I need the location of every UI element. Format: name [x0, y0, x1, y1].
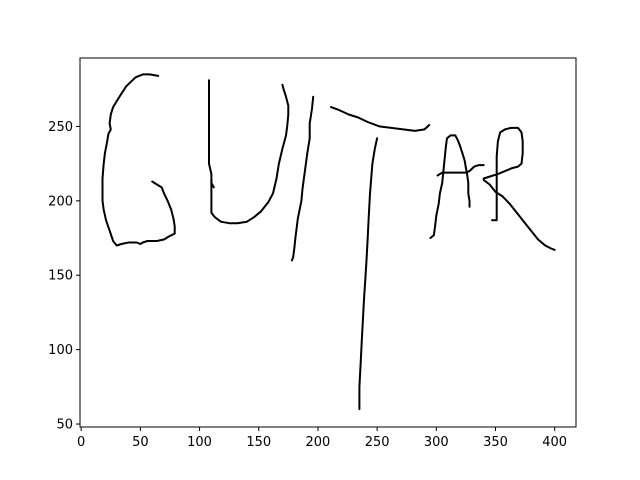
- plot-area: [80, 58, 576, 427]
- y-tick-label: 100: [48, 343, 73, 358]
- x-tick-label: 400: [542, 435, 567, 450]
- x-tick-label: 250: [365, 435, 390, 450]
- x-tick-label: 200: [306, 435, 331, 450]
- tick-layer: 0 50 100 150 200 250 300 350 400 50 100 150 200 250: [48, 120, 567, 450]
- x-tick-label: 0: [77, 435, 85, 450]
- stroke-line-5: [330, 106, 431, 132]
- stroke-line-6: [358, 137, 379, 411]
- x-tick-label: 50: [132, 435, 149, 450]
- y-tick-label: 250: [48, 120, 73, 135]
- stroke-line-9: [482, 126, 524, 222]
- stroke-line-4: [290, 95, 315, 262]
- stroke-line-3: [210, 83, 290, 225]
- y-tick-label: 200: [48, 194, 73, 209]
- x-tick-label: 100: [187, 435, 212, 450]
- stroke-line-7: [429, 134, 471, 239]
- y-tick-label: 150: [48, 269, 73, 284]
- stroke-line-10: [482, 179, 556, 251]
- x-tick-label: 300: [424, 435, 449, 450]
- series-layer: [101, 73, 556, 411]
- stroke-line-8: [436, 164, 485, 177]
- plot-frame: [79, 57, 577, 428]
- x-tick-label: 350: [483, 435, 508, 450]
- stroke-line-1: [101, 73, 176, 247]
- y-tick-label: 50: [56, 418, 73, 433]
- x-tick-label: 150: [246, 435, 271, 450]
